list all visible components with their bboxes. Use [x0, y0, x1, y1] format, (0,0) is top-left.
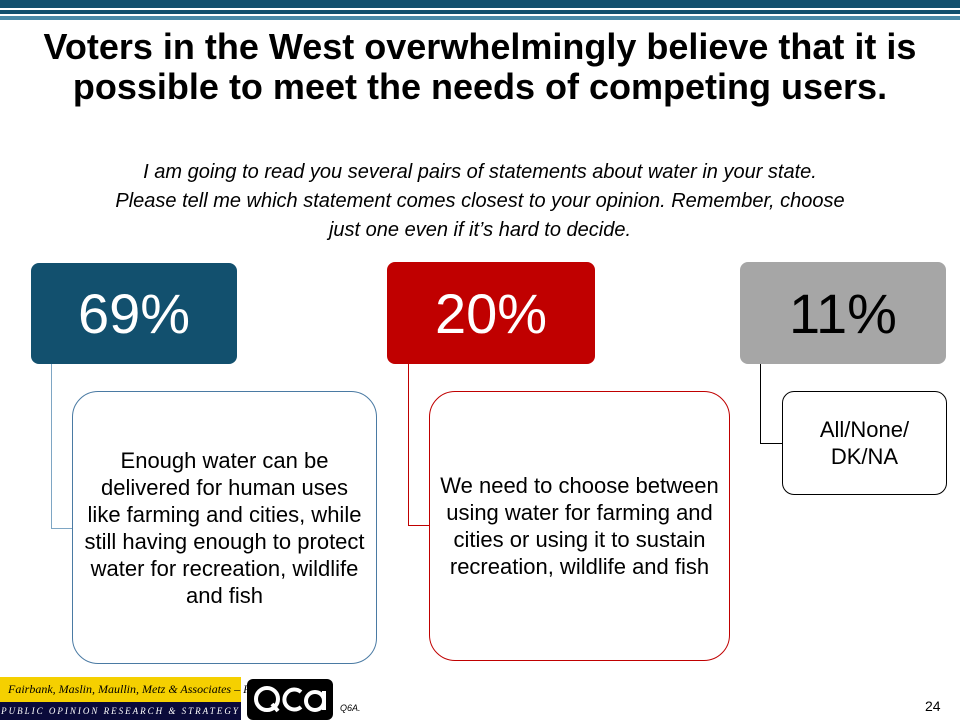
percent-value: 69% — [77, 282, 191, 345]
slide-subtitle: I am going to read you several pairs of … — [115, 161, 845, 241]
percent-box-other: 11% — [740, 262, 946, 364]
fm3-firm-name: Fairbank, Maslin, Maullin, Metz & Associ… — [0, 677, 266, 702]
qca-logo-mark — [254, 686, 326, 713]
fm3-tagline: PUBLIC OPINION RESEARCH & STRATEGY — [0, 702, 241, 720]
connector-line — [51, 364, 73, 529]
statement-box-other: All/None/ DK/NA — [782, 391, 947, 495]
header-bar-top — [0, 0, 960, 8]
percent-value: 20% — [434, 281, 548, 345]
header-bar-bottom — [0, 16, 960, 20]
slide-title: Voters in the West overwhelmingly believ… — [43, 26, 917, 107]
question-code: Q6A. — [340, 703, 361, 713]
statement-box-choose: We need to choose between using water fo… — [429, 391, 730, 661]
statement-text: Enough water can be delivered for human … — [84, 447, 365, 608]
qca-logo — [247, 679, 333, 720]
percent-value: 11% — [789, 281, 897, 345]
statement-box-agree: Enough water can be delivered for human … — [72, 391, 377, 664]
percent-box-agree: 69% — [31, 263, 237, 364]
statement-text: We need to choose between using water fo… — [440, 473, 719, 579]
statement-text: All/None/ DK/NA — [819, 417, 910, 469]
page-number: 24 — [925, 698, 941, 714]
header-bar-middle — [0, 10, 960, 14]
fm3-logo: Fairbank, Maslin, Maullin, Metz & Associ… — [0, 677, 266, 720]
connector-line — [408, 364, 430, 526]
connector-line — [760, 364, 783, 444]
percent-box-choose: 20% — [387, 262, 595, 364]
